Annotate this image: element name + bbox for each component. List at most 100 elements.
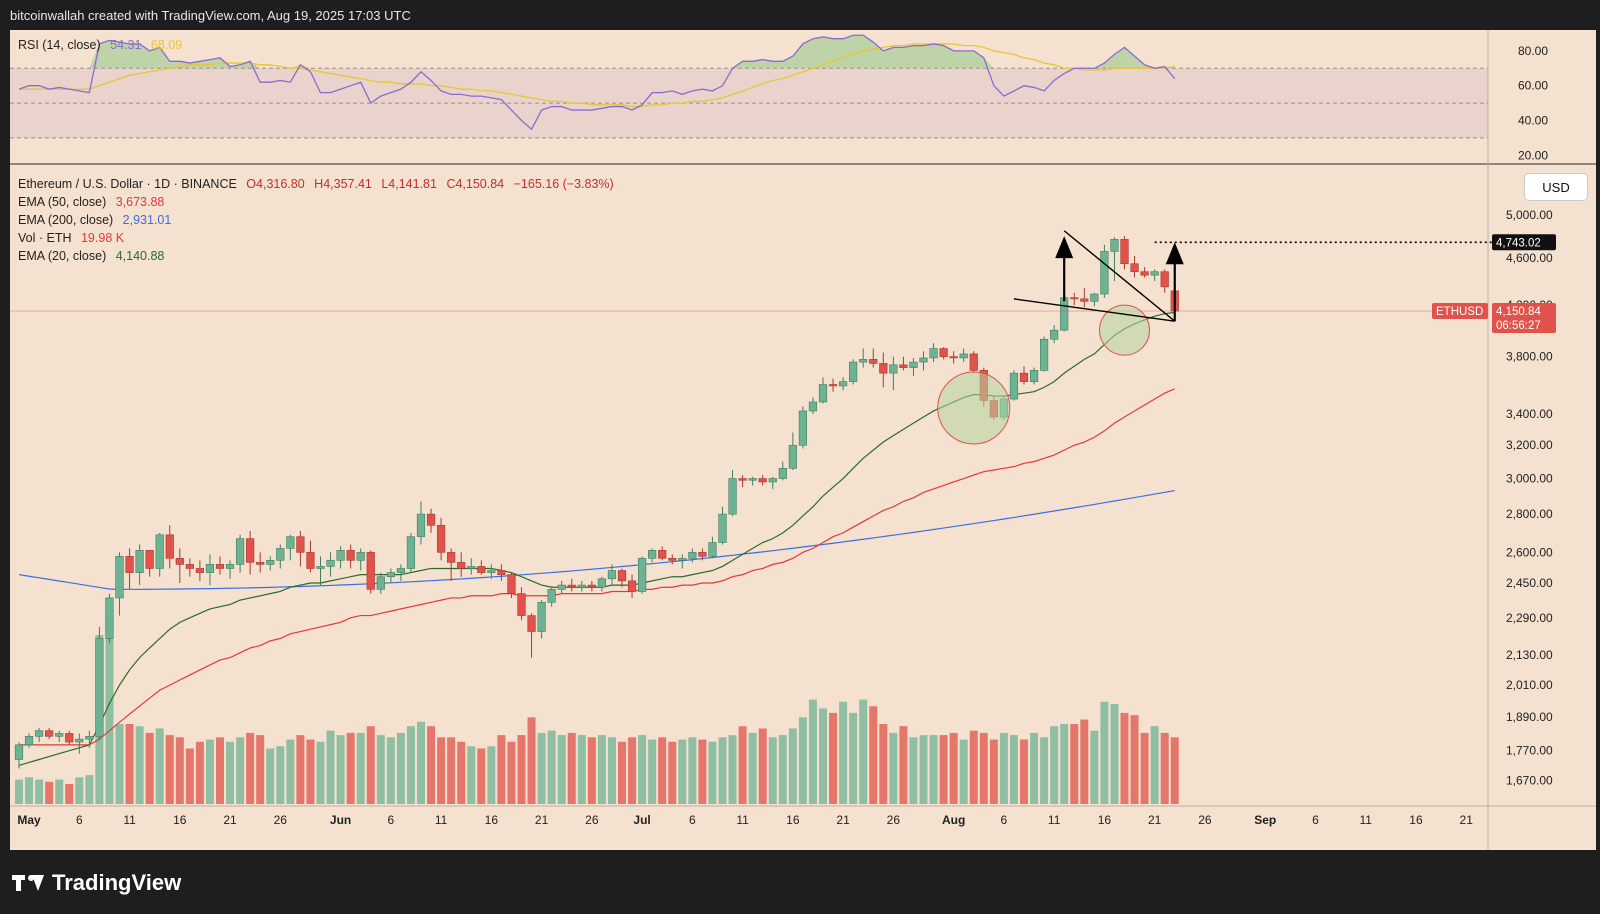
price-chart[interactable]: 80.0060.0040.0020.005,000.004,600.004,20… <box>10 30 1596 850</box>
volume-bar <box>708 741 717 804</box>
candle-body <box>728 478 737 515</box>
candle-body <box>748 478 757 481</box>
tradingview-logo-icon <box>12 875 44 891</box>
volume-bar <box>326 730 335 804</box>
volume-bar <box>1130 715 1139 804</box>
rsi-line <box>18 34 1176 131</box>
candle-body <box>547 589 556 603</box>
ema200-value: 2,931.01 <box>122 213 172 227</box>
ema50-line <box>19 388 1175 746</box>
close-value: C4,150.84 <box>446 177 505 191</box>
volume-bar <box>396 732 405 804</box>
candle-body <box>55 733 64 737</box>
volume-bar <box>808 699 817 804</box>
candle-body <box>637 558 647 592</box>
volume-bar <box>1160 732 1169 804</box>
price-axis-label: 3,400.00 <box>1506 407 1553 421</box>
volume-bar <box>628 737 637 804</box>
volume-bar <box>427 726 436 804</box>
candle-body <box>195 568 205 573</box>
volume-bar <box>437 737 446 804</box>
candle-body <box>306 552 315 569</box>
volume-bar <box>839 701 848 804</box>
volume-bar <box>1030 732 1039 804</box>
candle-body <box>939 348 948 357</box>
price-tag <box>1492 303 1556 334</box>
time-axis-label: 6 <box>1001 813 1008 827</box>
time-axis-label: 16 <box>1409 813 1423 827</box>
volume-bar <box>879 724 888 804</box>
candle-body <box>477 566 486 573</box>
time-axis-label: 26 <box>585 813 599 827</box>
time-axis-label: 11 <box>435 813 448 827</box>
candle-body <box>396 568 406 573</box>
candle-body <box>316 566 325 569</box>
volume-bar <box>406 726 415 804</box>
candle-body <box>859 359 868 363</box>
price-axis-label: 5,000.00 <box>1506 208 1553 222</box>
volume-bar <box>155 728 164 804</box>
volume-bar <box>517 735 526 804</box>
time-axis-label: 21 <box>223 813 237 827</box>
price-axis-label: 1,890.00 <box>1506 710 1553 724</box>
candle-body <box>768 478 777 483</box>
volume-bar <box>678 739 687 804</box>
volume-bar <box>236 737 245 804</box>
open-value: O4,316.80 <box>246 177 305 191</box>
time-axis-label: 21 <box>1148 813 1162 827</box>
volume-bar <box>336 735 345 804</box>
volume-bar <box>165 735 174 804</box>
rsi-axis-label: 60.00 <box>1518 79 1548 93</box>
currency-button[interactable]: USD <box>1525 174 1587 200</box>
volume-bar <box>999 732 1008 804</box>
target-price-tag <box>1492 234 1556 251</box>
candle-body <box>849 361 858 382</box>
candle-body <box>788 444 797 469</box>
candle-body <box>557 584 566 590</box>
candle-body <box>1130 263 1139 272</box>
candle-body <box>467 566 476 569</box>
time-axis-label: 16 <box>485 813 499 827</box>
candle-body <box>276 548 285 561</box>
candle-body <box>969 353 978 371</box>
ema200-line <box>18 489 1175 590</box>
volume-bar <box>1150 726 1159 804</box>
candle-body <box>155 534 164 569</box>
candle-body <box>65 733 74 743</box>
rsi-axis-label: 80.00 <box>1518 44 1548 58</box>
ema20-value: 4,140.88 <box>115 249 165 263</box>
price-axis-label: 2,010.00 <box>1506 678 1553 692</box>
volume-bar <box>1090 730 1099 804</box>
candle-body <box>778 468 787 479</box>
candle-body <box>617 570 627 582</box>
volume-bar <box>788 728 797 804</box>
volume-bar <box>45 781 54 804</box>
time-axis-label: 11 <box>1359 813 1372 827</box>
ema20-label: EMA (20, close) <box>18 249 107 263</box>
volume-bar <box>226 741 235 804</box>
volume-bar <box>1120 712 1129 804</box>
candle-body <box>45 730 54 737</box>
time-axis-label: 11 <box>736 813 749 827</box>
candle-body <box>14 744 24 760</box>
volume-bar <box>266 748 275 804</box>
candle-body <box>607 570 617 580</box>
volume-bar <box>577 735 586 804</box>
volume-bar <box>386 737 395 804</box>
volume-bar <box>919 735 928 804</box>
price-axis-label: 2,800.00 <box>1506 507 1553 521</box>
volume-bar <box>286 739 295 804</box>
candle-body <box>758 478 767 483</box>
candle-body <box>1009 372 1019 400</box>
symbol-title: Ethereum / U.S. Dollar · 1D · BINANCE <box>18 177 237 191</box>
volume-bar <box>1009 735 1018 804</box>
candle-body <box>1120 239 1129 264</box>
candle-body <box>457 562 466 569</box>
candle-body <box>718 513 727 543</box>
symbol-tag <box>1432 303 1488 320</box>
volume-bar <box>356 732 365 804</box>
volume-bar <box>1040 737 1049 804</box>
time-axis-label: 6 <box>1312 813 1319 827</box>
candle-body <box>165 534 174 559</box>
candle-body <box>1040 338 1049 371</box>
